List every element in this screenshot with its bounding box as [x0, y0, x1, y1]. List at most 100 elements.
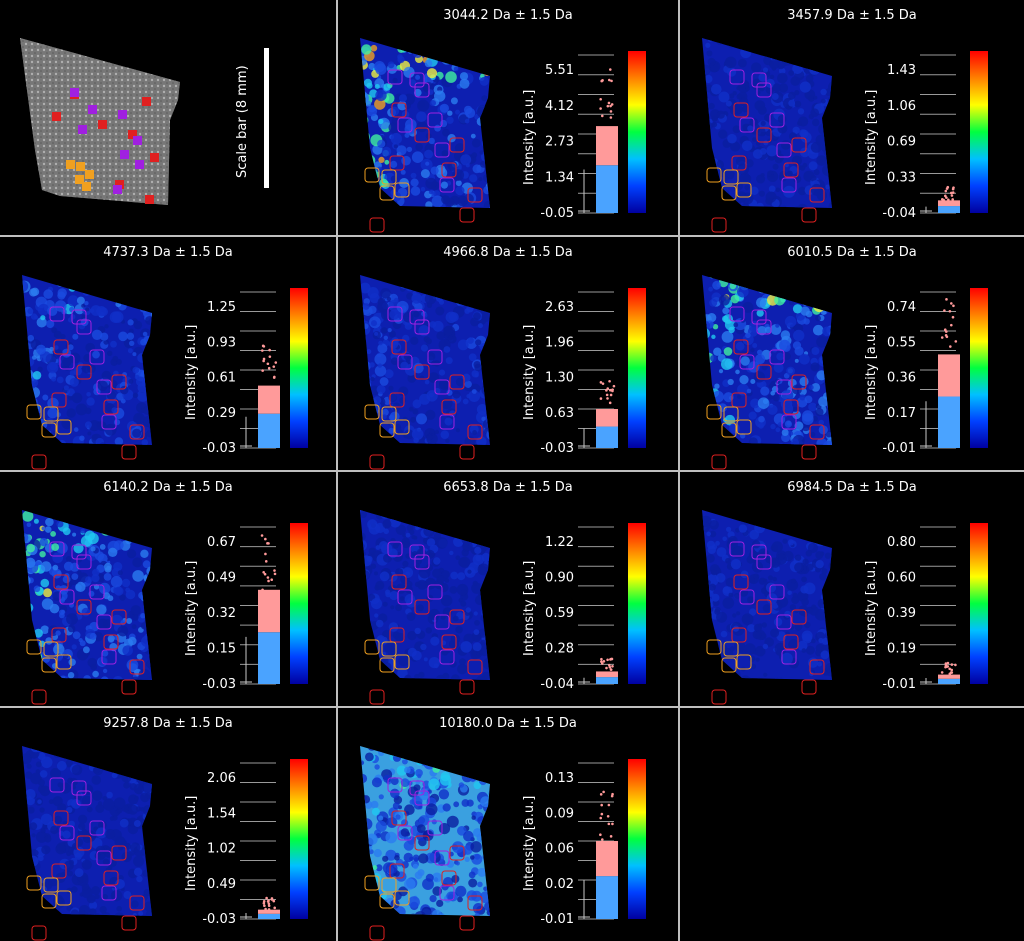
roi-outline	[381, 641, 397, 657]
roi-outline	[59, 825, 75, 841]
tick-label: -0.01	[882, 441, 916, 456]
roi-outline	[756, 127, 772, 143]
outlier-point	[951, 191, 955, 194]
roi-outline	[397, 825, 413, 841]
roi-outline	[76, 599, 92, 615]
distribution-high	[938, 674, 960, 679]
outlier-point	[609, 116, 613, 119]
msi-panel: 6984.5 Da ± 1.5 Da Intensity [a.u.] 0.80 0.…	[680, 472, 1024, 706]
roi-outline	[731, 627, 747, 643]
roi-outline	[389, 392, 405, 408]
colorbar	[290, 288, 308, 448]
outlier-point	[609, 104, 612, 108]
tick-label: 0.63	[545, 406, 574, 421]
roi-outline	[781, 177, 797, 193]
roi-outline	[434, 142, 450, 158]
tick-label: -0.04	[882, 206, 916, 221]
distribution-low	[596, 876, 618, 919]
outlier-point	[599, 397, 603, 400]
outlier-point	[612, 384, 616, 388]
colorbar	[970, 288, 988, 448]
distribution-high	[596, 126, 618, 166]
outlier-point	[946, 661, 950, 665]
distribution-high	[596, 671, 618, 678]
tick-label: 0.49	[207, 571, 236, 586]
roi-outline	[369, 689, 385, 705]
roi-outline	[441, 870, 457, 886]
outlier-point	[950, 671, 954, 674]
roi-outline	[801, 679, 817, 695]
msi-panel: 9257.8 Da ± 1.5 Da Intensity [a.u.] 2.06 1.…	[0, 708, 336, 941]
outlier-point	[273, 572, 277, 576]
roi-outline	[439, 414, 455, 430]
outlier-point	[264, 537, 267, 541]
roi-outline	[776, 379, 792, 395]
roi-outline	[414, 599, 430, 615]
roi-marker	[66, 160, 75, 169]
panel-divider	[0, 706, 1024, 708]
roi-outline	[96, 614, 112, 630]
distribution-low	[938, 206, 960, 213]
tick-label: 2.73	[545, 135, 574, 150]
outlier-point	[264, 560, 268, 563]
roi-marker	[113, 185, 122, 194]
outlier-point	[599, 107, 602, 110]
roi-outline	[736, 182, 752, 198]
outlier-point	[605, 393, 609, 397]
panel-graphic: Intensity [a.u.] 5.51 4.12 2.73 1.34 -0.05	[360, 38, 646, 233]
outlier-point	[608, 663, 611, 667]
roi-outline	[53, 810, 69, 826]
roi-outline	[129, 424, 145, 440]
outlier-point	[607, 803, 611, 807]
outlier-point	[267, 904, 271, 908]
roi-outline	[736, 654, 752, 670]
roi-outline	[769, 349, 785, 365]
outlier-point	[607, 78, 611, 82]
intensity-axis-label: Intensity [a.u.]	[864, 325, 879, 420]
roi-outline	[729, 306, 745, 322]
roi-outline	[706, 639, 722, 655]
roi-outline	[756, 364, 772, 380]
outlier-point	[940, 671, 944, 674]
outlier-point	[948, 672, 952, 676]
outlier-point	[272, 899, 276, 903]
scale-bar-label: Scale bar (8 mm)	[235, 65, 250, 178]
roi-outline	[434, 379, 450, 395]
roi-outline	[801, 207, 817, 223]
outlier-point	[265, 896, 268, 900]
roi-outline	[101, 649, 117, 665]
outlier-point	[951, 315, 955, 319]
outlier-point	[599, 833, 602, 837]
tick-label: -0.01	[540, 912, 574, 927]
distribution-high	[938, 200, 960, 207]
colorbar	[628, 523, 646, 684]
roi-outline	[467, 659, 483, 675]
overview-panel: Scale bar (8 mm)	[0, 0, 336, 235]
roi-outline	[467, 424, 483, 440]
panel-title: 3457.9 Da ± 1.5 Da	[787, 8, 917, 23]
tick-label: -0.01	[882, 677, 916, 692]
roi-outline	[736, 419, 752, 435]
tick-label: 0.19	[887, 642, 916, 657]
roi-outline	[394, 182, 410, 198]
roi-outline	[783, 634, 799, 650]
roi-outline	[731, 155, 747, 171]
outlier-point	[950, 194, 954, 197]
roi-outline	[121, 444, 137, 460]
outlier-point	[951, 187, 955, 191]
roi-outline	[439, 885, 455, 901]
roi-outline	[729, 69, 745, 85]
tick-label: 0.17	[887, 406, 916, 421]
outlier-point	[261, 369, 264, 372]
roi-outline	[71, 309, 87, 325]
intensity-heatmap	[702, 275, 832, 445]
outlier-point	[601, 382, 605, 385]
roi-outline	[441, 162, 457, 178]
colorbar	[628, 51, 646, 213]
roi-outline	[49, 306, 65, 322]
roi-marker	[85, 170, 94, 179]
roi-outline	[369, 925, 385, 941]
roi-outline	[76, 835, 92, 851]
msi-panel: 4966.8 Da ± 1.5 Da Intensity [a.u.] 2.63 1.…	[338, 237, 678, 470]
tick-label: 0.06	[545, 842, 574, 857]
